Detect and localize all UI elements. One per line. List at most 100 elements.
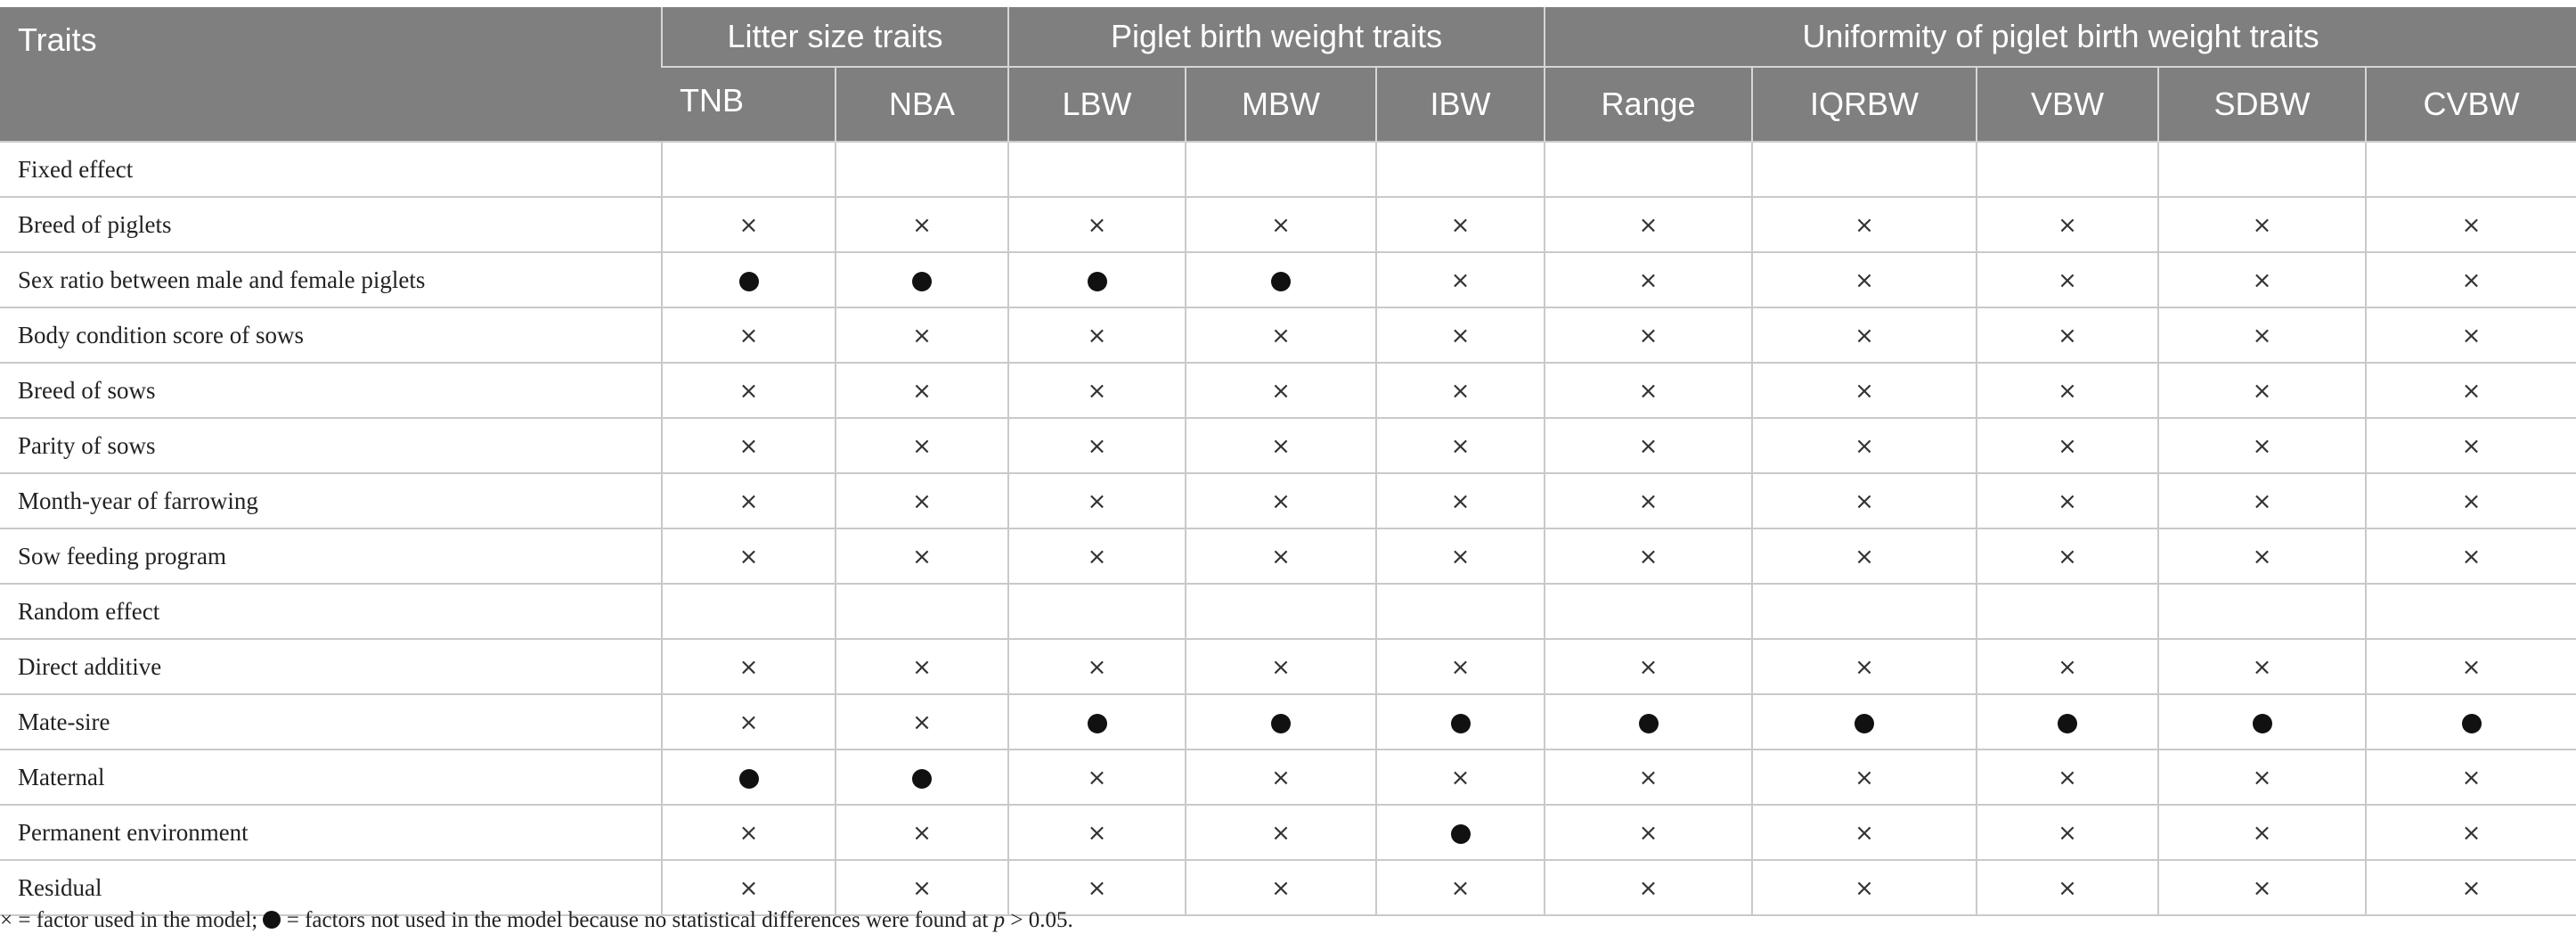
cross-icon: × (912, 377, 932, 405)
cross-icon: × (912, 322, 932, 349)
table-cell (1976, 583, 2160, 640)
filled-circle-icon (1271, 272, 1292, 292)
table-cell: × (1007, 638, 1187, 695)
table-cell (1751, 141, 1978, 198)
table-cell: × (1751, 307, 1978, 364)
table-cell: × (1751, 749, 1978, 806)
model-factors-table: Traits Litter size traits Piglet birth w… (0, 7, 2576, 916)
table-cell: × (2157, 196, 2368, 253)
table-cell: × (1007, 472, 1187, 529)
cross-icon: × (1638, 819, 1659, 847)
cross-icon: × (2058, 487, 2077, 515)
table-cell (1375, 804, 1546, 861)
table-header: Traits Litter size traits Piglet birth w… (0, 7, 2576, 142)
filled-circle-icon (738, 769, 759, 790)
table-footnote: × = factor used in the model; = factors … (0, 908, 2576, 933)
cross-icon: × (1271, 653, 1291, 681)
cross-icon: × (1638, 322, 1659, 349)
cross-icon: × (1855, 819, 1874, 847)
table-cell: × (1007, 417, 1187, 474)
table-cell (2157, 693, 2368, 750)
table-body: Fixed effect Breed of piglets × × × × × × × × × × Se… (0, 141, 2576, 916)
table-cell (834, 583, 1010, 640)
table-cell: × (2365, 307, 2576, 364)
table-cell: × (1544, 859, 1754, 916)
table-cell (1976, 141, 2160, 198)
cross-icon: × (1855, 764, 1874, 791)
cross-icon: × (912, 819, 932, 847)
table-cell: × (1185, 472, 1378, 529)
cross-icon: × (2252, 266, 2272, 294)
table-cell: × (2157, 472, 2368, 529)
cross-icon: × (2058, 764, 2077, 791)
table-cell (1185, 251, 1378, 308)
table-cell: × (1751, 859, 1978, 916)
table-cell: × (1976, 472, 2160, 529)
cross-icon: × (738, 432, 759, 460)
section-label: Fixed effect (0, 141, 663, 198)
cross-icon: × (2461, 819, 2482, 847)
table-cell: × (1976, 749, 2160, 806)
table-cell: × (1007, 859, 1187, 916)
cross-icon: × (1638, 487, 1659, 515)
cross-icon: × (2058, 266, 2077, 294)
cross-icon: × (2252, 543, 2272, 570)
table-cell: × (1544, 804, 1754, 861)
table-cell: × (1544, 638, 1754, 695)
table-cell (661, 583, 836, 640)
row-label: Maternal (0, 749, 663, 806)
table-cell: × (1185, 638, 1378, 695)
cross-icon: × (2461, 432, 2482, 460)
table-cell: × (1976, 417, 2160, 474)
table-cell: × (1375, 472, 1546, 529)
footnote-threshold: > 0.05. (1005, 908, 1073, 932)
filled-circle-icon (2058, 714, 2078, 734)
table-cell: × (661, 362, 836, 419)
cross-icon: × (2252, 377, 2272, 405)
table-row: Permanent environment × × × × × × × × × (0, 804, 2576, 861)
table-cell: × (2365, 196, 2576, 253)
cross-icon: × (1638, 266, 1659, 294)
table-cell: × (1751, 804, 1978, 861)
table-cell: × (2157, 251, 2368, 308)
cross-icon: × (1855, 377, 1874, 405)
cross-icon: × (1638, 543, 1659, 570)
table-cell (834, 141, 1010, 198)
table-cell: × (834, 307, 1010, 364)
column-header-sdbw: SDBW (2157, 66, 2367, 142)
row-label: Sex ratio between male and female piglet… (0, 251, 663, 308)
cross-icon: × (738, 819, 759, 847)
cross-icon: × (1271, 377, 1291, 405)
table-cell: × (834, 362, 1010, 419)
header-row-groups: Traits Litter size traits Piglet birth w… (0, 7, 2576, 142)
table-cell (1375, 141, 1546, 198)
cross-icon: × (2252, 432, 2272, 460)
cross-icon: × (2461, 487, 2482, 515)
cross-icon: × (2461, 543, 2482, 570)
cross-icon: × (1855, 211, 1874, 239)
footnote-cross-def: × = factor used in the model; (0, 908, 258, 932)
table-cell (661, 141, 836, 198)
cross-icon: × (1271, 432, 1291, 460)
table-cell (1007, 141, 1187, 198)
table-cell (1185, 583, 1378, 640)
cross-icon: × (2461, 653, 2482, 681)
cross-icon: × (738, 211, 759, 239)
group-header-litter-size: Litter size traits (660, 7, 1009, 67)
table-cell (1007, 693, 1187, 750)
footnote-dot-def: = factors not used in the model because … (281, 908, 994, 932)
table-cell: × (1375, 417, 1546, 474)
table-cell (2157, 583, 2368, 640)
table-cell: × (2157, 307, 2368, 364)
table-cell (1375, 583, 1546, 640)
cross-icon: × (1450, 211, 1471, 239)
table-cell: × (661, 472, 836, 529)
cross-icon: × (2252, 653, 2272, 681)
column-header-lbw: LBW (1007, 66, 1186, 142)
cross-icon: × (2058, 211, 2077, 239)
cross-icon: × (738, 543, 759, 570)
table-cell: × (1751, 528, 1978, 585)
cross-icon: × (1087, 377, 1107, 405)
cross-icon: × (2252, 322, 2272, 349)
table-row: Mate-sire × × (0, 693, 2576, 750)
